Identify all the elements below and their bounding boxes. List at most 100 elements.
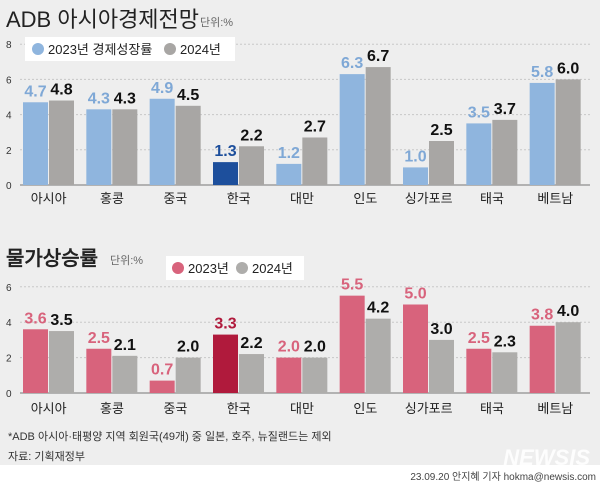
category-label: 대만 [290,191,314,206]
bar [149,98,175,185]
data-label: 6.7 [367,48,389,65]
y-tick-label: 2 [6,354,12,365]
data-label: 2.2 [240,335,262,352]
bar [239,354,264,393]
bar [429,339,454,393]
category-label: 인도 [353,401,377,416]
legend-label: 2023년 경제성장률 [48,42,152,57]
bar [466,123,492,185]
bar [339,295,365,393]
y-tick-label: 2 [6,146,12,157]
category-label: 한국 [227,401,251,416]
legend-label: 2024년 [180,42,221,57]
bar [555,79,581,185]
bar [403,304,428,393]
bar [276,357,302,393]
category-label: 베트남 [537,191,573,206]
data-label: 5.8 [531,64,553,81]
data-label: 1.3 [214,143,236,160]
bar [529,325,555,393]
data-label: 5.0 [404,286,426,303]
data-label: 4.8 [50,82,72,99]
legend-marker [172,262,184,274]
data-label: 2.1 [114,337,136,354]
bar [466,348,492,393]
category-label: 중국 [163,401,187,416]
legend-box [166,256,304,280]
data-label: 2.3 [494,333,516,350]
category-label: 한국 [227,191,251,206]
bar [112,355,138,393]
data-label: 6.0 [557,60,579,77]
data-label: 4.3 [114,90,136,107]
bar [175,357,201,393]
data-label: 4.7 [24,83,46,100]
background [0,0,600,465]
bar [175,105,201,185]
data-label: 2.0 [177,339,199,356]
category-label: 홍콩 [100,191,124,206]
bar [492,119,518,185]
category-label: 아시아 [31,401,67,416]
y-tick-label: 8 [6,40,12,51]
newsis-logo: NEWSIS [503,445,590,470]
data-label: 2.7 [304,118,326,135]
credit: 23.09.20 안지혜 기자 hokma@newsis.com [410,472,596,483]
data-label: 4.2 [367,300,389,317]
data-label: 3.5 [468,104,490,121]
bar [339,74,365,185]
legend-box [25,37,235,61]
data-label: 3.0 [430,321,452,338]
bar [86,348,112,393]
legend-marker [164,43,176,55]
bar [302,357,328,393]
y-tick-label: 4 [6,111,12,122]
category-label: 아시아 [31,191,67,206]
bar [555,322,581,393]
bar [149,380,175,393]
category-label: 인도 [353,191,377,206]
data-label: 1.0 [404,148,426,165]
data-label: 2.0 [304,339,326,356]
bar [49,100,74,185]
legend-marker [32,43,44,55]
bar [213,162,238,185]
data-label: 1.2 [278,145,300,162]
data-label: 3.8 [531,307,553,324]
category-label: 싱가포르 [405,191,453,206]
bar [49,331,74,393]
y-tick-label: 6 [6,283,12,294]
bar [529,82,555,185]
data-label: 6.3 [341,55,363,72]
data-label: 3.7 [494,101,516,118]
y-tick-label: 0 [6,181,12,192]
legend-label: 2024년 [252,261,293,276]
data-label: 4.5 [177,87,199,104]
chart1-unit: 단위:% [200,16,233,29]
bar [365,318,391,393]
legend-marker [236,262,248,274]
bar [213,334,238,393]
bar [429,141,454,185]
bar [302,137,328,185]
category-label: 베트남 [537,401,573,416]
data-label: 4.3 [88,90,110,107]
category-label: 중국 [163,191,187,206]
bar [86,109,112,185]
legend-label: 2023년 [188,261,229,276]
category-label: 홍콩 [100,401,124,416]
source: 자료: 기획재정부 [8,450,85,463]
data-label: 2.0 [278,339,300,356]
data-label: 4.9 [151,80,173,97]
y-tick-label: 4 [6,318,12,329]
y-tick-label: 6 [6,75,12,86]
bar [276,163,302,185]
footnote: *ADB 아시아·태평양 지역 회원국(49개) 중 일본, 호주, 뉴질랜드는… [8,429,332,443]
category-label: 태국 [480,401,504,416]
category-label: 태국 [480,191,504,206]
data-label: 2.5 [88,330,110,347]
data-label: 5.5 [341,277,363,294]
data-label: 2.5 [468,330,490,347]
data-label: 2.2 [240,127,262,144]
y-tick-label: 0 [6,389,12,400]
